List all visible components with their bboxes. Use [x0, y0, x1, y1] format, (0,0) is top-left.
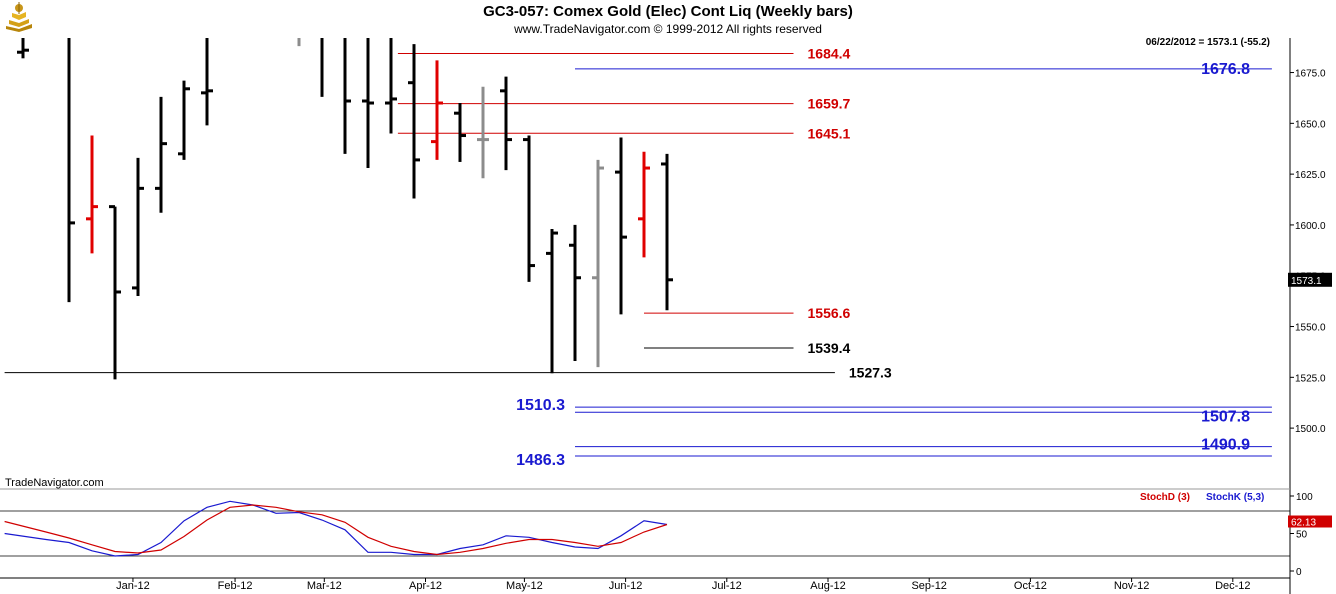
time-tick-label: Jan-12: [116, 580, 150, 592]
bars-group: [17, 38, 673, 380]
stoch-tick-label: 100: [1296, 492, 1313, 503]
gold-bars-logo-icon: [6, 2, 32, 32]
level-label: 1684.4: [808, 45, 851, 61]
price-tick-label: 1600.0: [1295, 221, 1326, 232]
level-label: 1659.7: [808, 96, 851, 112]
time-tick-label: Mar-12: [307, 580, 342, 592]
price-tick-label: 1675.0: [1295, 69, 1326, 80]
price-tick-label: 1550.0: [1295, 323, 1326, 334]
time-tick-label: Dec-12: [1215, 580, 1250, 592]
copyright-text: www.TradeNavigator.com © 1999-2012 All r…: [514, 22, 822, 36]
stoch-tick-label: 50: [1296, 530, 1308, 541]
time-tick-label: Nov-12: [1114, 580, 1149, 592]
stoch-last-box: [1288, 515, 1332, 528]
last-price-label: 1573.1: [1291, 276, 1322, 287]
brand-text: TradeNavigator.com: [5, 477, 104, 489]
levels-group: [4, 52, 1272, 457]
level-label: 1527.3: [849, 365, 892, 381]
level-label: 1645.1: [808, 125, 851, 141]
time-tick-label: Aug-12: [810, 580, 845, 592]
price-tick-label: 1500.0: [1295, 424, 1326, 435]
last-price-box: [1288, 272, 1332, 287]
price-tick-label: 1625.0: [1295, 170, 1326, 181]
price-tick-label: 1650.0: [1295, 119, 1326, 130]
legend-stochk: StochK (5,3): [1206, 492, 1265, 503]
time-tick-label: Apr-12: [409, 580, 442, 592]
time-tick-label: Jul-12: [712, 580, 742, 592]
time-tick-label: Jun-12: [609, 580, 643, 592]
time-tick-label: Sep-12: [911, 580, 946, 592]
level-label: 1490.9: [1201, 437, 1250, 454]
stoch-series-line: [4, 504, 668, 556]
stoch-tick-label: 0: [1296, 567, 1302, 578]
level-label: 1539.4: [808, 340, 851, 356]
price-tick-label: 1525.0: [1295, 373, 1326, 384]
last-bar-info: 06/22/2012 = 1573.1 (-55.2): [1145, 37, 1270, 48]
level-label: 1486.3: [516, 452, 565, 469]
level-label: 1507.8: [1201, 408, 1250, 425]
stoch-series-line: [4, 500, 668, 557]
time-tick-label: Oct-12: [1014, 580, 1047, 592]
chart-title: GC3-057: Comex Gold (Elec) Cont Liq (Wee…: [483, 3, 853, 20]
legend-stochd: StochD (3): [1140, 492, 1190, 503]
time-tick-label: May-12: [506, 580, 543, 592]
level-label: 1676.8: [1201, 61, 1250, 78]
time-tick-label: Feb-12: [218, 580, 253, 592]
level-label: 1556.6: [808, 305, 851, 321]
level-label: 1510.3: [516, 397, 565, 414]
stoch-last-label: 62.13: [1291, 518, 1316, 529]
